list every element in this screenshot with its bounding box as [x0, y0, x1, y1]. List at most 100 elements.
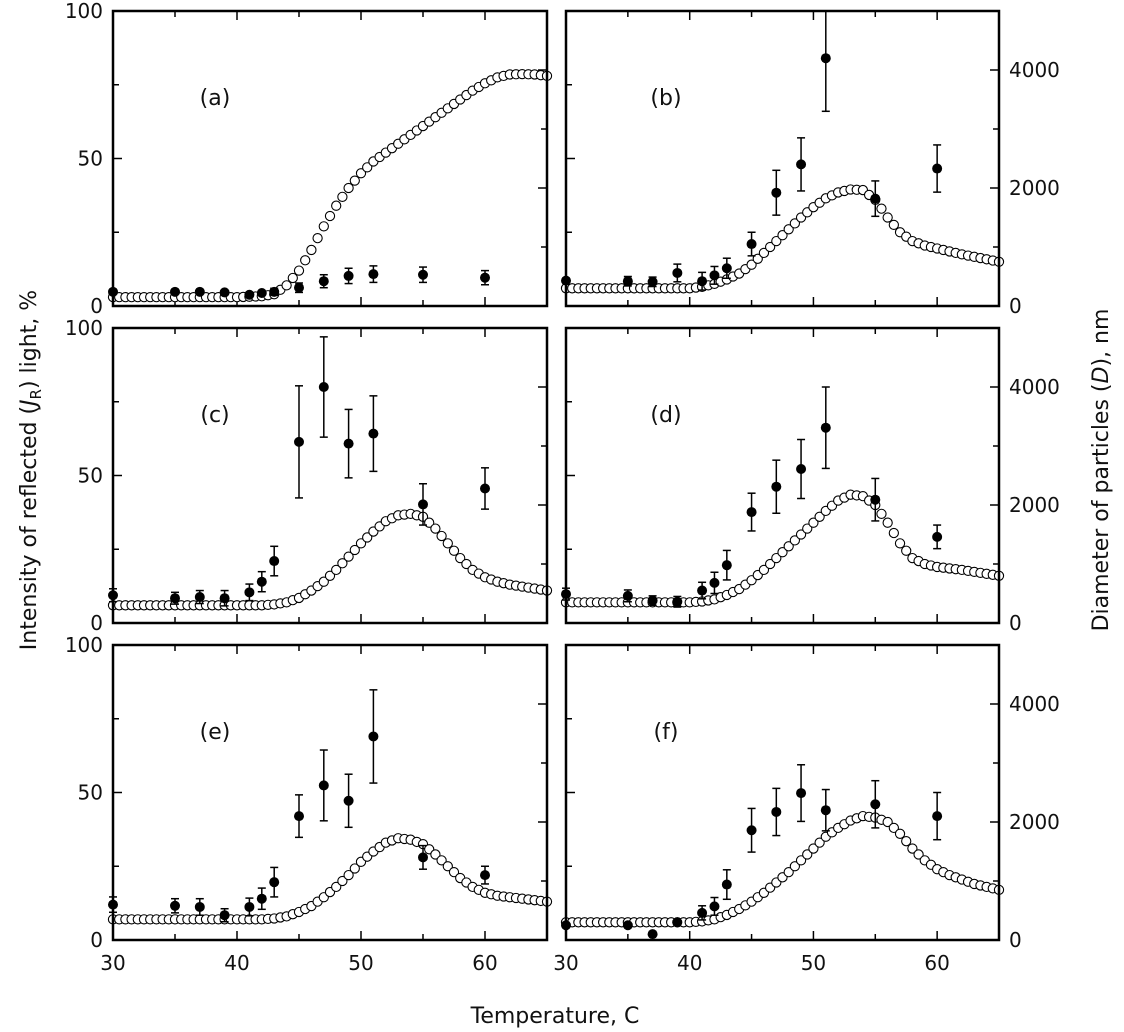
jr-point — [789, 218, 801, 229]
y-axis-left-title: Intensity of reflected (JR) light, % — [17, 290, 45, 650]
diameter-point — [219, 910, 230, 921]
x-tick-label: 60 — [472, 951, 497, 975]
diameter-point — [870, 193, 881, 204]
jr-point — [300, 255, 311, 266]
diameter-point — [294, 436, 304, 447]
diameter-point — [343, 438, 354, 449]
diameter-point — [647, 276, 658, 287]
diameter-point — [219, 287, 230, 298]
diameter-point — [622, 590, 633, 601]
jr-point — [783, 867, 794, 878]
jr-point — [789, 861, 801, 872]
y-axis-right-title: Diameter of particles (D), nm — [1089, 309, 1114, 632]
jr-point — [318, 221, 329, 232]
diameter-point — [480, 870, 490, 881]
jr-point — [907, 843, 918, 854]
diameter-point — [796, 788, 807, 799]
jr-point — [430, 849, 441, 860]
diameter-point — [622, 276, 633, 287]
panel-frame — [111, 9, 549, 308]
diameter-point — [368, 731, 379, 742]
diameter-point — [820, 53, 831, 64]
jr-point — [337, 875, 348, 887]
jr-point — [876, 203, 887, 214]
jr-point — [331, 881, 342, 893]
jr-point — [306, 244, 317, 256]
diameter-point — [746, 825, 757, 836]
jr-point — [318, 576, 329, 587]
diameter-point — [418, 269, 428, 280]
jr-point — [901, 545, 912, 556]
jr-point — [888, 219, 899, 231]
diameter-point — [318, 780, 329, 791]
jr-point — [331, 564, 342, 576]
jr-point — [448, 867, 460, 878]
diameter-point — [368, 428, 379, 439]
panel-a: 0 50 100 (a) — [65, 0, 553, 318]
y-tick-label-right: 2000 — [1009, 810, 1060, 834]
panel-label: (e) — [200, 720, 231, 745]
y-tick-label-right: 4000 — [1009, 375, 1060, 399]
panel-label: (f) — [654, 720, 679, 745]
diameter-point — [269, 286, 280, 297]
diameter-point — [194, 286, 205, 297]
jr-point — [802, 523, 813, 534]
jr-point — [777, 547, 788, 558]
y-tick-label-left: 0 — [90, 294, 103, 318]
diameter-point — [932, 811, 943, 822]
jr-point — [362, 162, 373, 173]
jr-point — [894, 538, 906, 549]
jr-point — [882, 816, 893, 828]
jr-point — [343, 869, 354, 881]
jr-point — [913, 849, 924, 860]
diameter-point — [294, 811, 304, 822]
x-tick-label: 50 — [801, 951, 826, 975]
jr-point — [293, 265, 305, 276]
jr-point — [343, 551, 354, 562]
jr-point — [808, 843, 819, 854]
jr-point — [894, 828, 906, 839]
y-tick-label-left: 50 — [78, 147, 103, 171]
panel-label: (c) — [200, 403, 229, 428]
diameter-point — [746, 239, 757, 250]
jr-point — [802, 849, 813, 860]
jr-point — [758, 564, 770, 576]
diameter-point — [480, 272, 490, 283]
panel-b: 0 2000 4000 (b) — [560, 9, 1060, 318]
jr-point — [355, 538, 367, 549]
jr-point — [337, 558, 348, 569]
y-tick-label-right: 4000 — [1009, 58, 1060, 82]
diameter-point — [170, 286, 180, 297]
jr-point — [349, 863, 360, 874]
jr-point — [777, 230, 788, 241]
y-tick-label-right: 0 — [1009, 928, 1022, 952]
diameter-point — [870, 494, 881, 505]
diameter-point — [709, 577, 720, 588]
jr-point — [814, 511, 825, 522]
jr-point — [789, 535, 801, 546]
jr-point — [331, 200, 342, 211]
diameter-point — [194, 592, 205, 603]
jr-point — [349, 175, 360, 186]
panels-group: 050100(a)020004000(b)050100(c)020004000(… — [65, 0, 1060, 975]
diameter-point — [672, 917, 683, 928]
diameter-point — [697, 585, 708, 596]
diameter-point — [820, 422, 831, 433]
diameter-point — [318, 382, 329, 392]
jr-point — [808, 517, 819, 528]
x-tick-label: 40 — [224, 951, 249, 975]
diameter-point — [820, 805, 831, 816]
y-tick-label-right: 2000 — [1009, 176, 1060, 200]
diameter-point — [647, 929, 658, 940]
y-tick-label-right: 0 — [1009, 611, 1022, 635]
jr-point — [442, 538, 453, 549]
jr-point — [882, 517, 893, 528]
diameter-point — [870, 799, 881, 810]
panel-frame — [111, 643, 549, 942]
diameter-point — [244, 587, 255, 598]
jr-point — [343, 182, 354, 194]
jr-point — [814, 837, 825, 848]
diameter-point — [256, 576, 267, 587]
jr-point — [746, 259, 757, 270]
diameter-point — [219, 593, 230, 604]
